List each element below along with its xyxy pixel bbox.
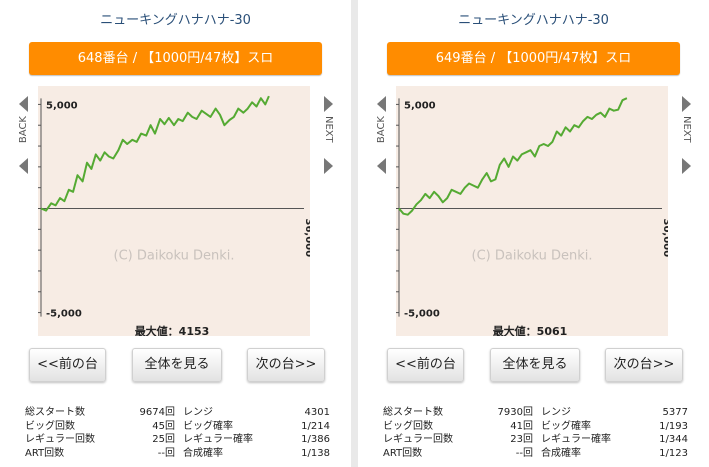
slump-graph: 5,000 -5,000 36,000 (C) Daikoku Denki. 最大値：4… — [38, 86, 310, 336]
stat-label: レギュラー回数 — [383, 434, 453, 445]
copyright-watermark: (C) Daikoku Denki. — [472, 249, 593, 264]
slump-line — [40, 95, 270, 212]
y-tick-label-top: 5,000 — [404, 100, 436, 111]
stats-table: 総スタート数 9674回 レンジ 4301 ビッグ回数 45回 ビッグ確率 1/… — [25, 406, 335, 460]
next-nav[interactable]: NEXT — [322, 96, 335, 178]
stat-label: レギュラー確率 — [183, 434, 253, 445]
stat-label: ビッグ回数 — [383, 420, 433, 432]
stat-value: 1/193 — [659, 420, 688, 432]
stat-label: レンジ — [541, 407, 571, 418]
back-label: BACK — [376, 116, 387, 144]
next-machine-button[interactable]: 次の台>> — [247, 348, 325, 382]
copyright-watermark: (C) Daikoku Denki. — [114, 249, 235, 264]
max-value-label: 最大値：5061 — [493, 324, 568, 336]
next-label: NEXT — [323, 116, 334, 143]
machine-number-banner[interactable]: 648番台 / 【1000円/47枚】スロ — [29, 42, 322, 75]
stat-value: 1/138 — [301, 447, 330, 459]
stat-value: 4301 — [304, 407, 330, 418]
stat-value: 1/123 — [659, 447, 688, 459]
next-arrow-icon — [324, 158, 333, 174]
stat-value: --回 — [157, 447, 175, 459]
next-label: NEXT — [681, 116, 692, 143]
next-nav[interactable]: NEXT — [680, 96, 693, 178]
back-arrow-icon — [377, 96, 386, 112]
next-arrow-icon — [682, 96, 691, 112]
view-all-button[interactable]: 全体を見る — [490, 348, 580, 382]
back-label: BACK — [18, 116, 29, 144]
back-arrow-icon — [19, 96, 28, 112]
stats-row: ビッグ回数 45回 ビッグ確率 1/214 — [25, 420, 335, 434]
back-arrow-icon — [19, 158, 28, 174]
stat-value: 1/386 — [301, 434, 330, 445]
stat-label: ビッグ回数 — [25, 420, 75, 432]
back-arrow-icon — [377, 158, 386, 174]
stat-label: レギュラー回数 — [25, 434, 95, 445]
y-tick-label-top: 5,000 — [46, 100, 78, 111]
stats-row: ART回数 --回 合成確率 1/123 — [383, 447, 693, 461]
stat-value: 41回 — [510, 420, 533, 432]
view-all-button[interactable]: 全体を見る — [132, 348, 222, 382]
machine-number-banner[interactable]: 649番台 / 【1000円/47枚】スロ — [387, 42, 680, 75]
stat-value: 7930回 — [497, 407, 533, 418]
stats-row: レギュラー回数 23回 レギュラー確率 1/344 — [383, 433, 693, 447]
stat-value: 9674回 — [139, 407, 175, 418]
next-arrow-icon — [324, 96, 333, 112]
stats-table: 総スタート数 7930回 レンジ 5377 ビッグ回数 41回 ビッグ確率 1/… — [383, 406, 693, 460]
slump-graph-svg: 5,000 -5,000 30,000 (C) Daikoku Denki. 最大値：5… — [396, 97, 668, 336]
stat-label: ビッグ確率 — [541, 420, 591, 432]
stats-row: 総スタート数 7930回 レンジ 5377 — [383, 406, 693, 420]
next-machine-button[interactable]: 次の台>> — [605, 348, 683, 382]
stat-label: 総スタート数 — [383, 407, 443, 418]
prev-machine-button[interactable]: <<前の台 — [387, 348, 464, 382]
x-end-label: 36,000 — [303, 219, 310, 258]
slump-graph-svg: 5,000 -5,000 36,000 (C) Daikoku Denki. 最大値：4… — [38, 95, 310, 336]
stat-label: ART回数 — [383, 447, 423, 459]
machine-title: ニューキングハナハナ-30 — [100, 13, 251, 28]
stats-row: ビッグ回数 41回 ビッグ確率 1/193 — [383, 420, 693, 434]
back-nav[interactable]: BACK — [17, 96, 30, 178]
stats-row: 総スタート数 9674回 レンジ 4301 — [25, 406, 335, 420]
y-tick-label-bottom: -5,000 — [404, 309, 440, 320]
stat-label: ART回数 — [25, 447, 65, 459]
stat-value: 1/344 — [659, 434, 688, 445]
stat-label: レギュラー確率 — [541, 434, 611, 445]
stat-label: 総スタート数 — [25, 407, 85, 418]
slump-graph: 5,000 -5,000 30,000 (C) Daikoku Denki. 最大値：5… — [396, 86, 668, 336]
stat-value: 1/214 — [301, 420, 330, 432]
back-nav[interactable]: BACK — [375, 96, 388, 178]
stat-value: 25回 — [152, 434, 175, 445]
stat-value: 5377 — [662, 407, 688, 418]
stat-value: 23回 — [510, 434, 533, 445]
stat-label: 合成確率 — [541, 447, 581, 459]
y-tick-label-bottom: -5,000 — [46, 309, 82, 320]
x-end-label: 30,000 — [661, 219, 668, 258]
stat-label: レンジ — [183, 407, 213, 418]
slump-line — [398, 97, 628, 216]
next-arrow-icon — [682, 158, 691, 174]
machine-panel-648: ニューキングハナハナ-30 648番台 / 【1000円/47枚】スロ BACK… — [0, 0, 351, 467]
stat-value: --回 — [515, 447, 533, 459]
stat-value: 45回 — [152, 420, 175, 432]
machine-title: ニューキングハナハナ-30 — [458, 13, 609, 28]
stats-row: レギュラー回数 25回 レギュラー確率 1/386 — [25, 433, 335, 447]
stat-label: 合成確率 — [183, 447, 223, 459]
stats-row: ART回数 --回 合成確率 1/138 — [25, 447, 335, 461]
stat-label: ビッグ確率 — [183, 420, 233, 432]
prev-machine-button[interactable]: <<前の台 — [29, 348, 106, 382]
max-value-label: 最大値：4153 — [135, 324, 210, 336]
machine-panel-649: ニューキングハナハナ-30 649番台 / 【1000円/47枚】スロ BACK… — [358, 0, 709, 467]
